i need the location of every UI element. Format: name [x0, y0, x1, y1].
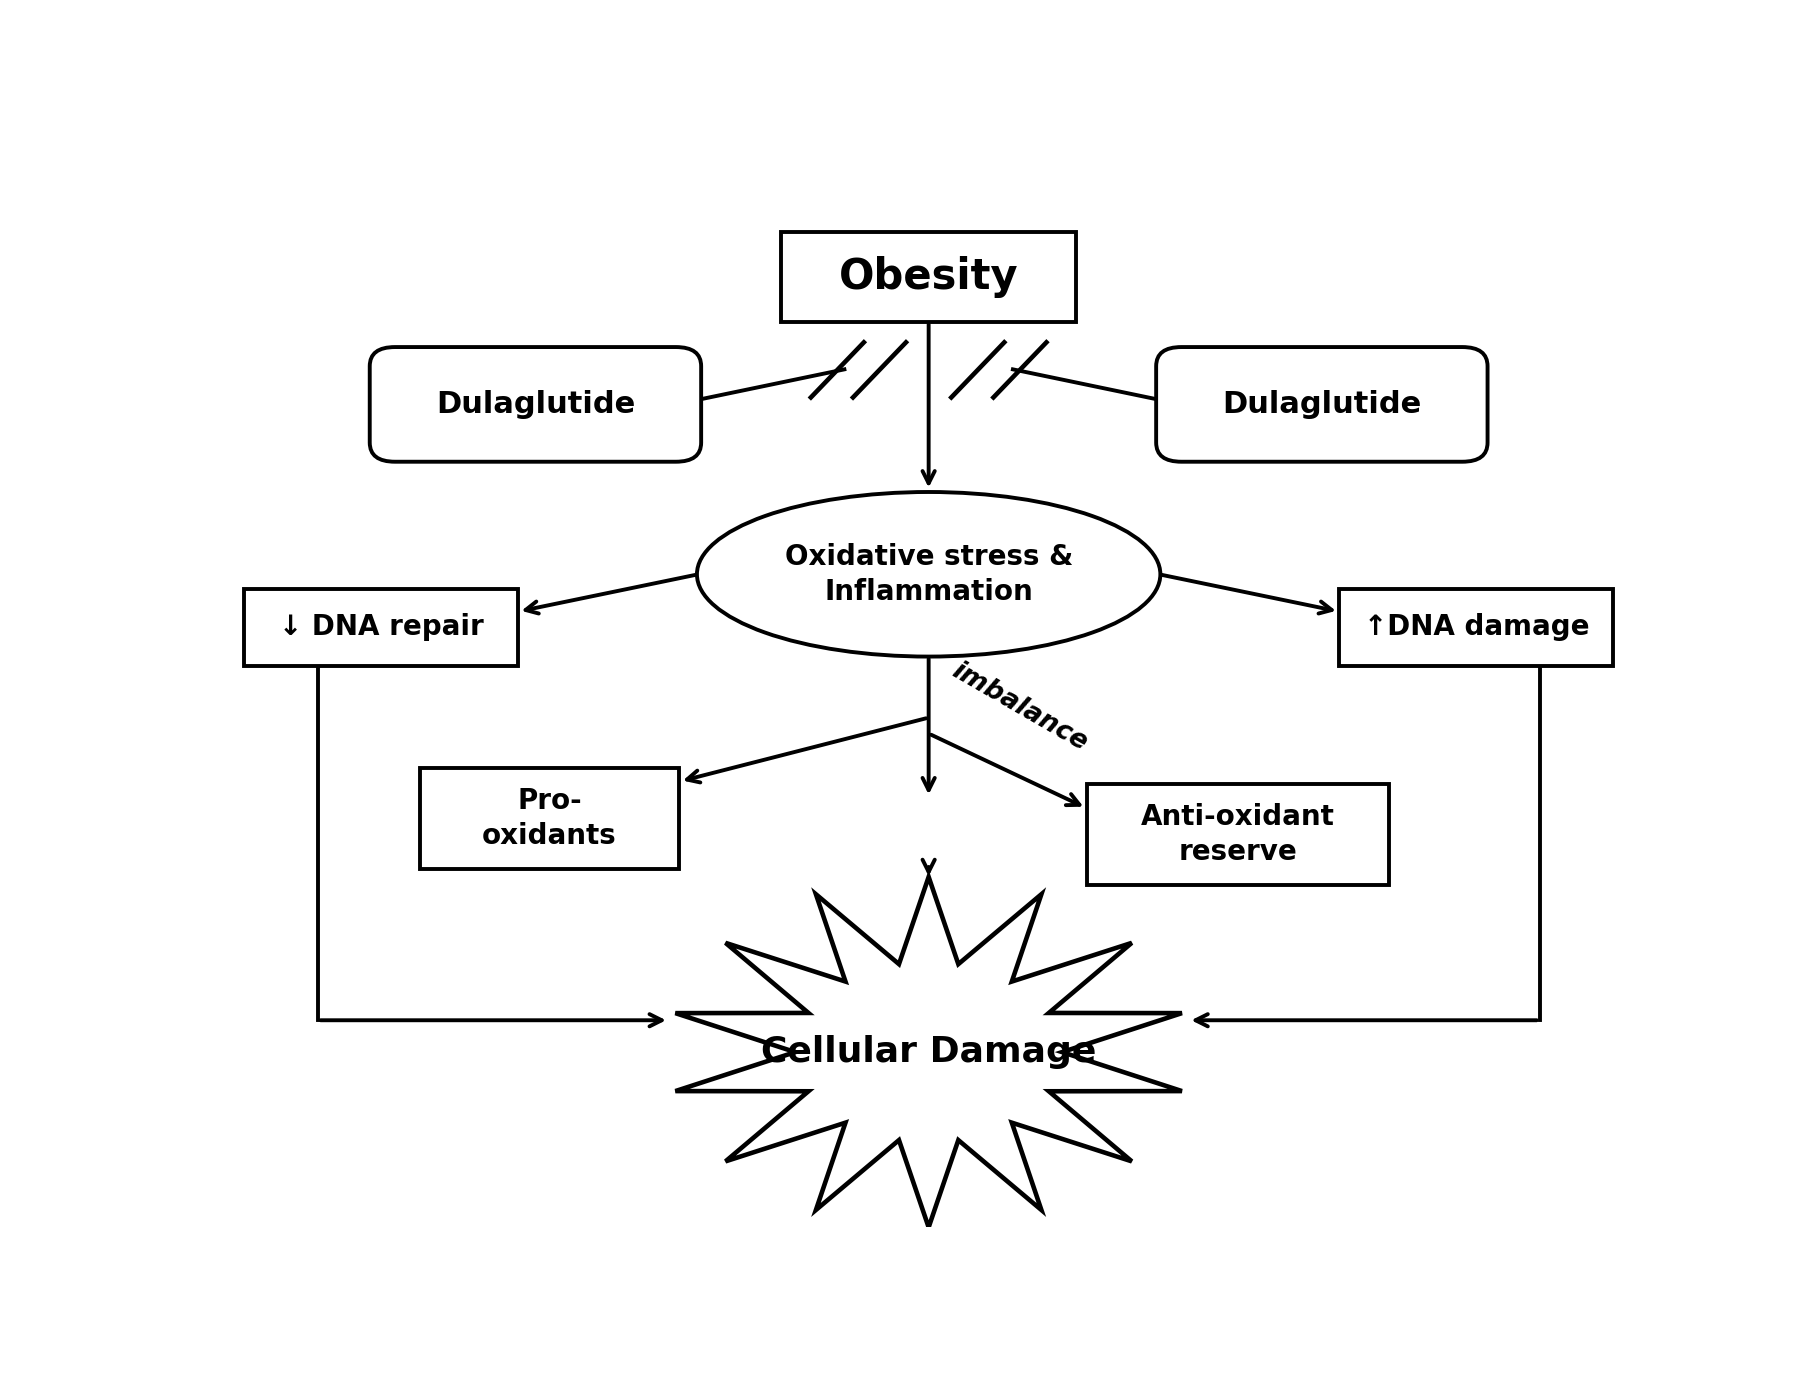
- FancyBboxPatch shape: [370, 348, 701, 462]
- Text: Pro-
oxidants: Pro- oxidants: [482, 787, 616, 849]
- Text: Obesity: Obesity: [839, 256, 1018, 298]
- Ellipse shape: [698, 492, 1160, 656]
- Text: ↓ DNA repair: ↓ DNA repair: [279, 614, 484, 641]
- Text: Oxidative stress &
Inflammation: Oxidative stress & Inflammation: [785, 543, 1073, 605]
- Polygon shape: [676, 877, 1181, 1227]
- Text: ↑DNA damage: ↑DNA damage: [1364, 614, 1589, 641]
- FancyBboxPatch shape: [1156, 348, 1488, 462]
- FancyBboxPatch shape: [245, 589, 518, 666]
- Text: Anti-oxidant
reserve: Anti-oxidant reserve: [1142, 803, 1334, 866]
- FancyBboxPatch shape: [1087, 785, 1388, 885]
- Text: Cellular Damage: Cellular Damage: [761, 1036, 1096, 1069]
- FancyBboxPatch shape: [1339, 589, 1613, 666]
- FancyBboxPatch shape: [420, 768, 680, 869]
- Text: imbalance: imbalance: [948, 658, 1093, 756]
- Text: Dulaglutide: Dulaglutide: [437, 390, 634, 419]
- Text: Dulaglutide: Dulaglutide: [1223, 390, 1421, 419]
- FancyBboxPatch shape: [781, 232, 1076, 323]
